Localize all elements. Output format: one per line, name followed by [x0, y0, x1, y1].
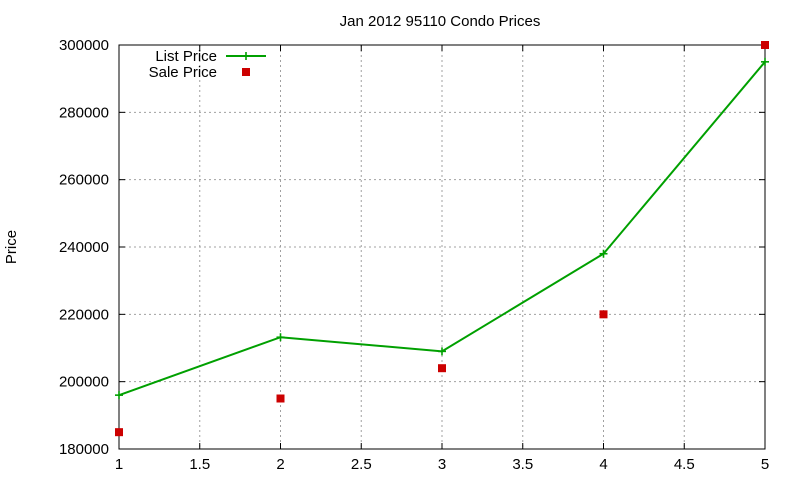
sale-price-point — [761, 41, 769, 49]
y-tick-label: 300000 — [59, 37, 109, 54]
x-tick-label: 1 — [115, 456, 123, 473]
x-tick-label: 1.5 — [189, 456, 210, 473]
y-tick-label: 200000 — [59, 374, 109, 391]
x-tick-label: 2.5 — [351, 456, 372, 473]
sale-price-point — [599, 310, 608, 319]
axes: 1 1.5 2 2.5 3 3.5 4 4.5 5 180000 200000 220000 24000… — [59, 37, 769, 473]
series-area — [115, 41, 769, 437]
legend-plus-marker — [242, 52, 250, 60]
sale-price-point — [276, 394, 285, 403]
y-tick-label: 180000 — [59, 441, 109, 458]
x-tick-label: 2 — [276, 456, 284, 473]
grid-lines — [119, 45, 765, 449]
list-price-point — [599, 249, 608, 258]
x-tick-label: 3.5 — [512, 456, 533, 473]
sale-price-point — [438, 364, 446, 373]
list-price-point — [115, 391, 123, 400]
chart-title: Jan 2012 95110 Condo Prices — [340, 13, 541, 30]
x-tick-label: 3 — [438, 456, 446, 473]
y-tick-label: 280000 — [59, 104, 109, 121]
legend-label: List Price — [155, 48, 217, 65]
sale-price-point — [115, 428, 123, 437]
y-tick-label: 220000 — [59, 306, 109, 323]
list-price-point — [438, 347, 446, 356]
list-price-point — [276, 333, 285, 342]
legend-label: Sale Price — [149, 64, 217, 81]
x-tick-label: 5 — [761, 456, 769, 473]
y-axis-label: Price — [3, 230, 20, 264]
x-tick-label: 4 — [599, 456, 607, 473]
y-tick-label: 240000 — [59, 239, 109, 256]
y-tick-label: 260000 — [59, 172, 109, 189]
legend-square-marker — [242, 68, 250, 76]
list-price-point — [761, 57, 769, 66]
plot-border — [118, 44, 766, 450]
x-tick-label: 4.5 — [674, 456, 695, 473]
